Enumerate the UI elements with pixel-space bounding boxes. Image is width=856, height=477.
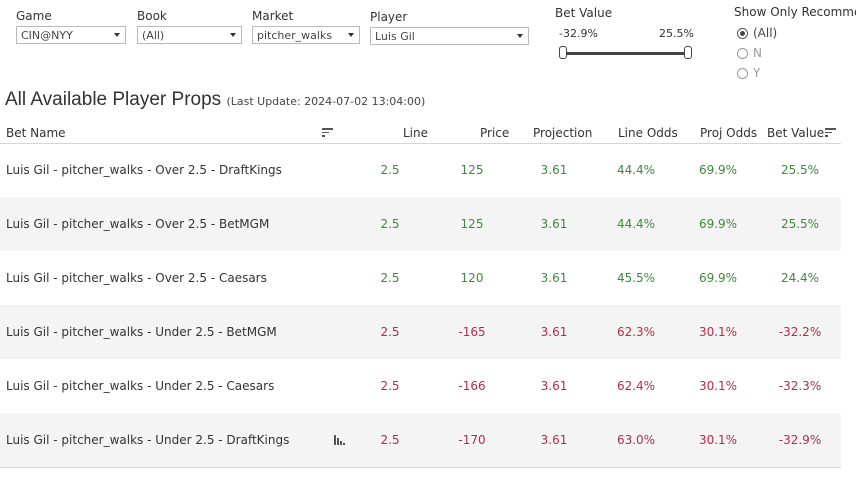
bet-value-slider-track[interactable] (563, 52, 689, 55)
line-odds-cell: 62.3% (616, 325, 656, 339)
bet-value-cell: 25.5% (780, 217, 820, 231)
price-cell: 125 (460, 163, 484, 177)
game-dropdown-value: CIN@NYY (21, 29, 73, 42)
sort-icon[interactable] (322, 128, 334, 138)
radio-option-y[interactable]: Y (737, 66, 760, 80)
bet-name-cell: Luis Gil - pitcher_walks - Under 2.5 - B… (6, 325, 277, 339)
market-dropdown-value: pitcher_walks (257, 29, 333, 42)
bet-name-cell: Luis Gil - pitcher_walks - Over 2.5 - Ca… (6, 271, 267, 285)
col-projection[interactable]: Projection (533, 126, 593, 140)
bet-value-cell: -32.3% (778, 379, 822, 393)
title-text: All Available Player Props (5, 89, 222, 110)
bet-name-cell: Luis Gil - pitcher_walks - Under 2.5 - D… (6, 433, 290, 447)
bar-chart-icon[interactable] (334, 435, 346, 445)
line-odds-cell: 63.0% (616, 433, 656, 447)
radio-button[interactable] (737, 67, 748, 79)
recommended-filter-label: Show Only Recommende (734, 5, 856, 19)
proj-odds-cell: 30.1% (698, 433, 738, 447)
chevron-down-icon (348, 33, 354, 37)
bet-value-cell: 24.4% (780, 271, 820, 285)
line-odds-cell: 44.4% (616, 217, 656, 231)
radio-button[interactable] (737, 27, 748, 39)
table-row[interactable]: Luis Gil - pitcher_walks - Under 2.5 - D… (0, 413, 841, 467)
radio-label: N (753, 46, 762, 60)
bet-value-cell: -32.2% (778, 325, 822, 339)
projection-cell: 3.61 (540, 163, 568, 177)
proj-odds-cell: 30.1% (698, 325, 738, 339)
line-cell: 2.5 (380, 163, 400, 177)
bet-name-cell: Luis Gil - pitcher_walks - Over 2.5 - Dr… (6, 163, 282, 177)
slider-max-handle[interactable] (684, 46, 692, 59)
col-line[interactable]: Line (403, 126, 429, 140)
table-row[interactable]: Luis Gil - pitcher_walks - Over 2.5 - Dr… (0, 143, 841, 197)
proj-odds-cell: 30.1% (698, 379, 738, 393)
projection-cell: 3.61 (540, 325, 568, 339)
col-bet-value[interactable]: Bet Value (767, 126, 825, 140)
projection-cell: 3.61 (540, 379, 568, 393)
book-filter-label: Book (137, 9, 167, 23)
table-row[interactable]: Luis Gil - pitcher_walks - Over 2.5 - Be… (0, 197, 841, 251)
book-dropdown[interactable]: (All) (137, 26, 242, 44)
table-row[interactable]: Luis Gil - pitcher_walks - Under 2.5 - B… (0, 305, 841, 359)
slider-min-handle[interactable] (559, 46, 567, 59)
line-odds-cell: 44.4% (616, 163, 656, 177)
price-cell: 125 (460, 217, 484, 231)
proj-odds-cell: 69.9% (698, 271, 738, 285)
projection-cell: 3.61 (540, 217, 568, 231)
player-dropdown-value: Luis Gil (375, 30, 415, 43)
bet-name-cell: Luis Gil - pitcher_walks - Under 2.5 - C… (6, 379, 275, 393)
price-cell: -165 (458, 325, 486, 339)
radio-label: Y (753, 66, 761, 80)
col-line-odds[interactable]: Line Odds (618, 126, 678, 140)
line-cell: 2.5 (380, 379, 400, 393)
game-filter-label: Game (16, 9, 52, 23)
bet-value-cell: 25.5% (780, 163, 820, 177)
market-dropdown[interactable]: pitcher_walks (252, 26, 360, 44)
market-filter-label: Market (252, 9, 294, 23)
table-row[interactable]: Luis Gil - pitcher_walks - Under 2.5 - C… (0, 359, 841, 413)
slider-max-label: 25.5% (659, 27, 694, 40)
price-cell: -170 (458, 433, 486, 447)
radio-option-all[interactable]: (All) (737, 26, 777, 40)
bet-value-filter-label: Bet Value (555, 6, 613, 20)
chevron-down-icon (517, 34, 523, 38)
radio-option-n[interactable]: N (737, 46, 762, 60)
line-odds-cell: 62.4% (616, 379, 656, 393)
projection-cell: 3.61 (540, 271, 568, 285)
radio-label: (All) (753, 26, 778, 40)
table-bottom-border (0, 467, 841, 468)
book-dropdown-value: (All) (142, 29, 165, 42)
bet-value-cell: -32.9% (778, 433, 822, 447)
bet-name-cell: Luis Gil - pitcher_walks - Over 2.5 - Be… (6, 217, 270, 231)
page-title: All Available Player Props (Last Update:… (5, 89, 425, 111)
line-cell: 2.5 (380, 217, 400, 231)
last-update-text: (Last Update: 2024-07-02 13:04:00) (226, 95, 426, 108)
price-cell: -166 (458, 379, 486, 393)
col-proj-odds[interactable]: Proj Odds (700, 126, 758, 140)
slider-min-label: -32.9% (559, 27, 598, 40)
player-dropdown[interactable]: Luis Gil (370, 27, 529, 45)
radio-button[interactable] (737, 47, 748, 59)
line-cell: 2.5 (380, 433, 400, 447)
projection-cell: 3.61 (540, 433, 568, 447)
chevron-down-icon (230, 33, 236, 37)
line-odds-cell: 45.5% (616, 271, 656, 285)
col-bet-name[interactable]: Bet Name (6, 126, 66, 140)
proj-odds-cell: 69.9% (698, 163, 738, 177)
player-filter-label: Player (370, 10, 408, 24)
chevron-down-icon (114, 33, 120, 37)
line-cell: 2.5 (380, 271, 400, 285)
line-cell: 2.5 (380, 325, 400, 339)
price-cell: 120 (460, 271, 484, 285)
col-price[interactable]: Price (480, 126, 510, 140)
table-row[interactable]: Luis Gil - pitcher_walks - Over 2.5 - Ca… (0, 251, 841, 305)
proj-odds-cell: 69.9% (698, 217, 738, 231)
game-dropdown[interactable]: CIN@NYY (16, 26, 126, 44)
table-header: Bet Name Line Price Projection Line Odds… (0, 123, 841, 144)
sort-icon[interactable] (825, 128, 837, 138)
